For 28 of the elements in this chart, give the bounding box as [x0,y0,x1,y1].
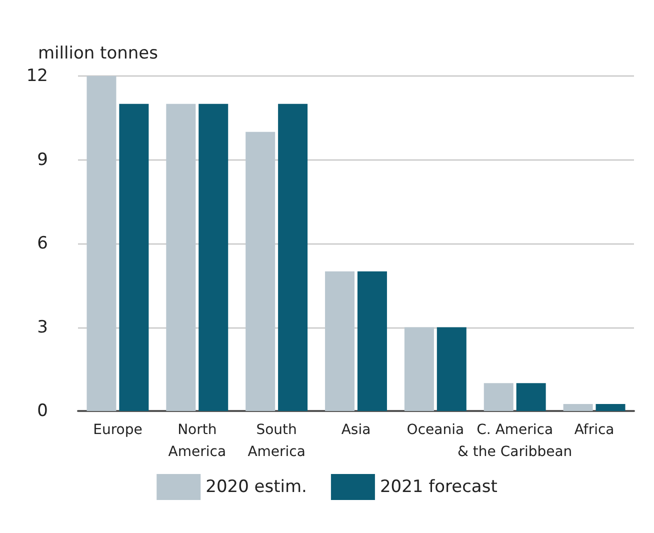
bar [278,104,308,411]
bar [436,327,466,411]
bar [246,132,276,411]
legend-label: 2020 estim. [206,477,307,497]
y-axis-title: million tonnes [38,44,158,64]
y-tick-label: 3 [37,317,48,338]
legend-label: 2021 forecast [380,477,498,497]
bar [563,404,593,411]
y-tick-label: 6 [37,234,48,254]
bar [404,327,434,411]
bar [516,383,546,411]
bar [166,104,196,411]
bar [119,104,149,411]
bar [198,104,228,411]
x-tick-label: Oceania [406,422,464,438]
x-tick-label: Africa [574,422,614,438]
x-tick-label: Asia [341,422,371,438]
y-tick-label: 9 [37,150,48,170]
x-tick-label: North America [168,422,226,460]
y-tick-label: 12 [26,66,48,86]
x-tick-label: South America [248,422,306,460]
x-tick-label: Europe [93,422,142,438]
bar [596,404,626,411]
y-tick-label: 0 [37,401,48,421]
bar [357,271,387,411]
bar [325,271,355,411]
bar [86,76,116,411]
bar [484,383,514,411]
